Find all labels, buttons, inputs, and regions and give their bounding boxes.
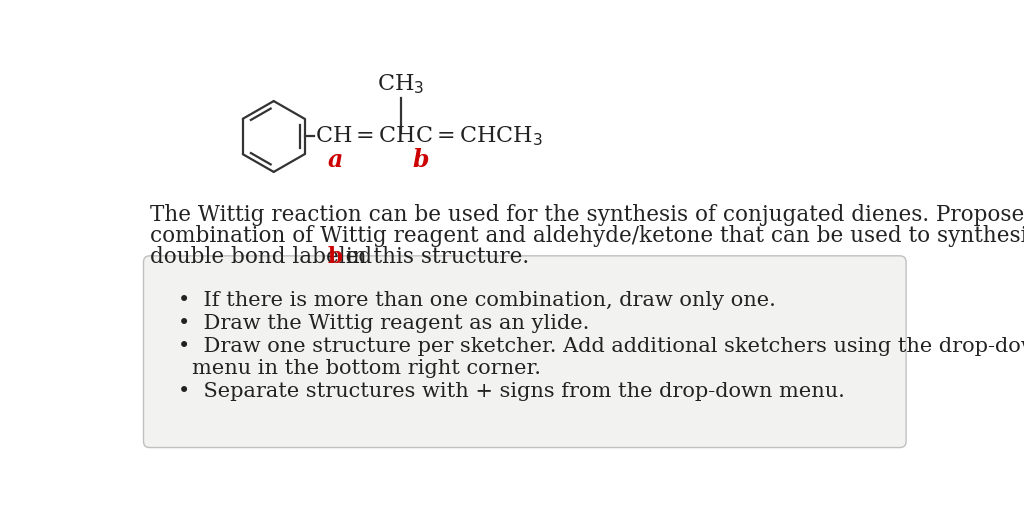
- Text: CH$=$CHC$=$CHCH$_3$: CH$=$CHC$=$CHCH$_3$: [315, 125, 544, 148]
- Text: menu in the bottom right corner.: menu in the bottom right corner.: [193, 359, 542, 378]
- Text: •  Separate structures with + signs from the drop-down menu.: • Separate structures with + signs from …: [178, 382, 845, 401]
- Text: b: b: [413, 148, 429, 171]
- Text: in this structure.: in this structure.: [339, 246, 529, 268]
- Text: The Wittig reaction can be used for the synthesis of conjugated dienes. Propose : The Wittig reaction can be used for the …: [150, 204, 1024, 226]
- Text: b: b: [328, 246, 342, 268]
- Text: •  Draw the Wittig reagent as an ylide.: • Draw the Wittig reagent as an ylide.: [178, 314, 590, 333]
- Text: CH$_3$: CH$_3$: [377, 72, 424, 96]
- FancyBboxPatch shape: [143, 256, 906, 448]
- Text: a: a: [328, 148, 343, 171]
- Text: •  Draw one structure per sketcher. Add additional sketchers using the drop-down: • Draw one structure per sketcher. Add a…: [178, 337, 1024, 356]
- Text: combination of Wittig reagent and aldehyde/ketone that can be used to synthesize: combination of Wittig reagent and aldehy…: [150, 225, 1024, 247]
- Text: double bond labeled: double bond labeled: [150, 246, 379, 268]
- Text: •  If there is more than one combination, draw only one.: • If there is more than one combination,…: [178, 291, 776, 310]
